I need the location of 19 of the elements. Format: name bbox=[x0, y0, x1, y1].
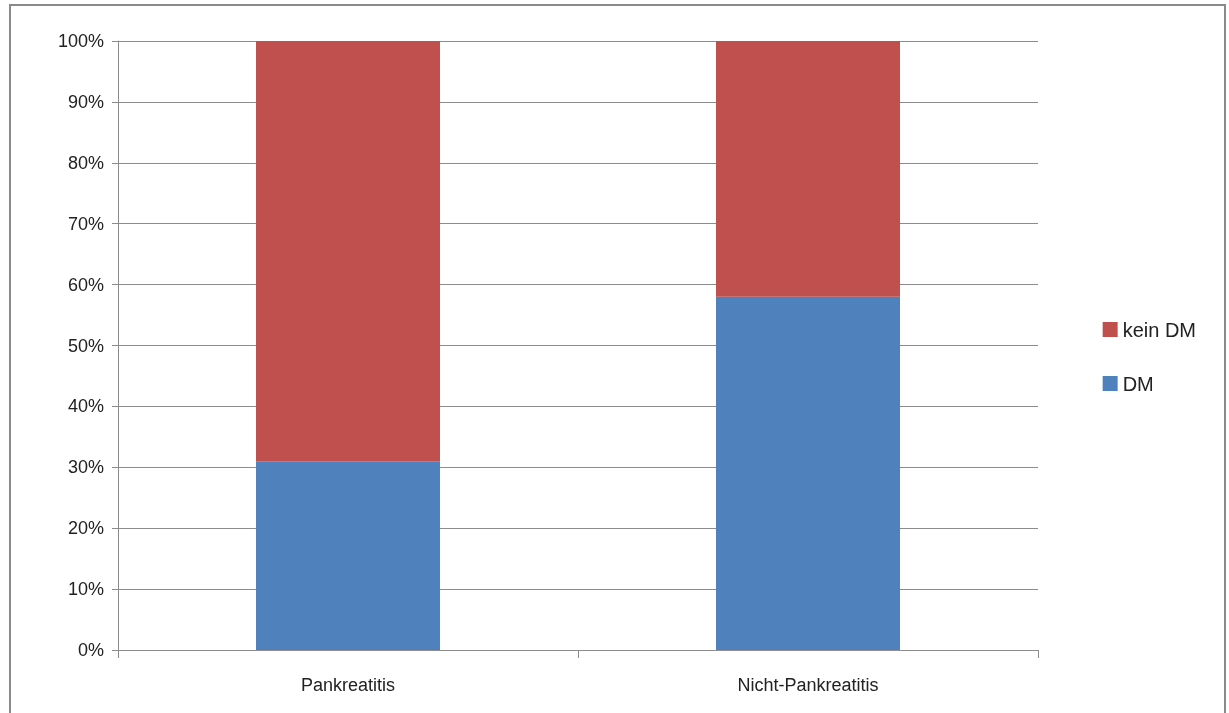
y-tick-label: 40% bbox=[67, 396, 104, 417]
y-tick-label: 30% bbox=[67, 457, 104, 478]
bar bbox=[716, 41, 900, 297]
y-tick-label: 0% bbox=[77, 640, 104, 660]
legend-label: kein DM bbox=[1122, 318, 1197, 341]
y-tick-label: 70% bbox=[67, 213, 104, 234]
y-tick-label: 50% bbox=[67, 335, 104, 356]
bar bbox=[256, 461, 440, 650]
y-tick-label: 60% bbox=[67, 274, 104, 295]
y-tick-label: 20% bbox=[67, 518, 104, 539]
bar bbox=[716, 296, 900, 650]
x-tick-label: Pankreatitis bbox=[300, 675, 396, 695]
x-tick-label: Nicht-Pankreatitis bbox=[737, 675, 879, 695]
y-tick-label: 90% bbox=[67, 91, 104, 112]
y-tick-label: 100% bbox=[57, 31, 104, 51]
legend-label: DM bbox=[1122, 372, 1154, 395]
y-tick-label: 80% bbox=[67, 152, 104, 173]
bar bbox=[256, 41, 440, 462]
y-tick-label: 10% bbox=[67, 579, 104, 600]
